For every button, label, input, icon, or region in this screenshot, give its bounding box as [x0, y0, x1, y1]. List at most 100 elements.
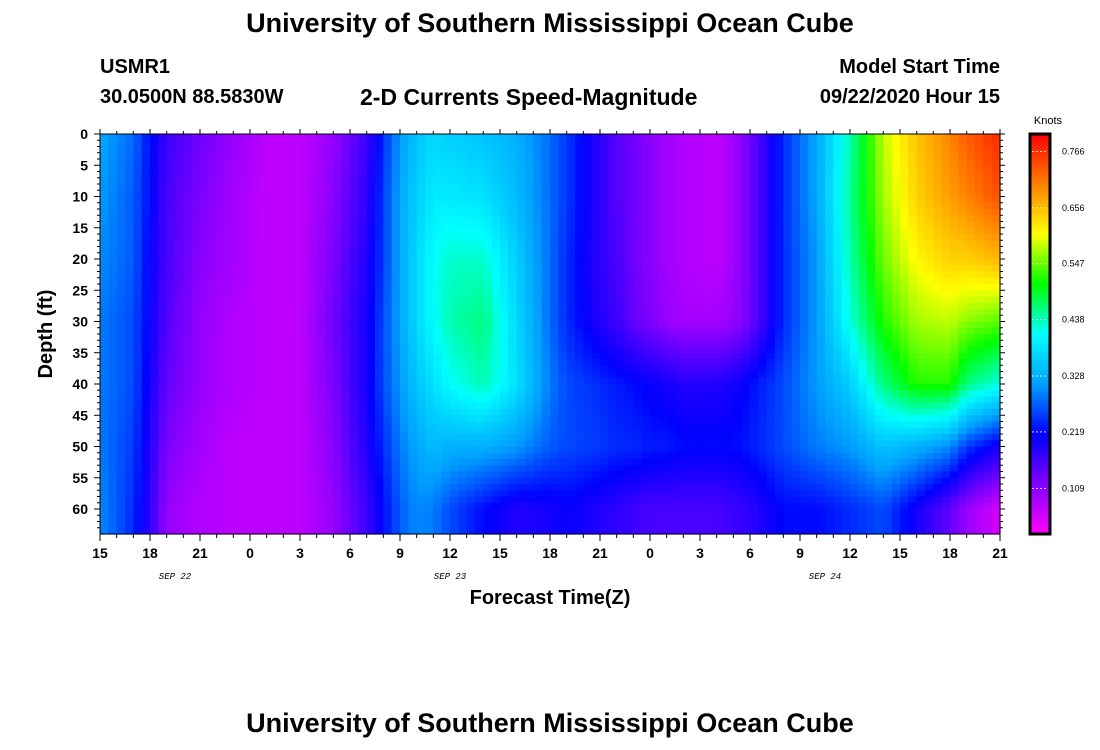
heatmap-cell — [516, 140, 526, 148]
heatmap-cell — [141, 184, 151, 191]
heatmap-cell — [150, 209, 159, 216]
heatmap-cell — [416, 446, 426, 454]
heatmap-cell — [125, 434, 134, 441]
heatmap-cell — [275, 184, 284, 191]
heatmap-cell — [150, 521, 159, 529]
heatmap-cell — [741, 434, 751, 441]
heatmap-cell — [608, 440, 618, 448]
heatmap-cell — [516, 346, 526, 354]
heatmap-cell — [333, 496, 343, 504]
heatmap-cell — [566, 290, 576, 298]
heatmap-cell — [275, 215, 284, 223]
heatmap-cell — [508, 177, 518, 185]
heatmap-cell — [158, 384, 168, 391]
heatmap-cell — [241, 290, 251, 298]
heatmap-cell — [675, 302, 684, 310]
heatmap-cell — [125, 265, 134, 273]
heatmap-cell — [550, 271, 559, 279]
heatmap-cell — [308, 190, 318, 198]
heatmap-cell — [433, 215, 443, 223]
heatmap-cell — [633, 502, 643, 510]
heatmap-cell — [475, 359, 484, 366]
heatmap-cell — [408, 471, 418, 479]
heatmap-cell — [741, 346, 751, 354]
heatmap-cell — [283, 284, 293, 291]
heatmap-cell — [325, 402, 334, 410]
heatmap-cell — [608, 234, 618, 241]
heatmap-cell — [483, 471, 493, 479]
heatmap-cell — [150, 309, 159, 316]
heatmap-cell — [408, 196, 418, 204]
heatmap-cell — [200, 334, 209, 341]
heatmap-cell — [433, 146, 443, 154]
heatmap-cell — [366, 159, 376, 166]
heatmap-cell — [233, 521, 243, 529]
heatmap-cell — [400, 309, 409, 316]
heatmap-cell — [308, 221, 318, 229]
heatmap-cell — [625, 309, 634, 316]
heatmap-cell — [600, 277, 609, 285]
heatmap-cell — [325, 171, 334, 179]
heatmap-cell — [216, 277, 226, 285]
heatmap-cell — [658, 296, 668, 304]
heatmap-cell — [733, 284, 743, 291]
heatmap-cell — [208, 352, 218, 360]
heatmap-cell — [150, 396, 159, 404]
heatmap-cell — [533, 240, 543, 248]
heatmap-cell — [533, 134, 543, 141]
heatmap-cell — [683, 346, 693, 354]
heatmap-cell — [183, 190, 193, 198]
heatmap-cell — [175, 509, 184, 516]
heatmap-cell — [675, 321, 684, 329]
heatmap-cell — [708, 527, 718, 535]
heatmap-cell — [208, 346, 218, 354]
heatmap-cell — [608, 134, 618, 141]
heatmap-cell — [191, 171, 201, 179]
heatmap-cell — [591, 490, 601, 498]
heatmap-cell — [375, 209, 384, 216]
heatmap-cell — [566, 140, 576, 148]
heatmap-cell — [650, 321, 659, 329]
heatmap-cell — [383, 159, 393, 166]
heatmap-cell — [508, 259, 518, 266]
heatmap-cell — [233, 321, 243, 329]
heatmap-cell — [316, 346, 326, 354]
heatmap-cell — [275, 359, 284, 366]
heatmap-cell — [725, 246, 734, 254]
heatmap-cell — [525, 271, 534, 279]
heatmap-cell — [466, 209, 476, 216]
heatmap-cell — [125, 134, 134, 141]
heatmap-cell — [675, 165, 684, 173]
heatmap-cell — [658, 515, 668, 523]
heatmap-cell — [691, 502, 701, 510]
heatmap-cell — [333, 390, 343, 398]
heatmap-cell — [525, 509, 534, 516]
heatmap-cell — [141, 177, 151, 185]
heatmap-cell — [491, 321, 501, 329]
heatmap-cell — [175, 346, 184, 354]
heatmap-cell — [691, 296, 701, 304]
heatmap-cell — [616, 452, 626, 460]
heatmap-cell — [300, 177, 309, 185]
heatmap-cell — [441, 140, 451, 148]
heatmap-cell — [125, 234, 134, 241]
heatmap-cell — [150, 227, 159, 235]
heatmap-cell — [733, 196, 743, 204]
heatmap-cell — [650, 227, 659, 235]
heatmap-cell — [416, 271, 426, 279]
heatmap-cell — [400, 409, 409, 416]
heatmap-cell — [158, 496, 168, 504]
heatmap-cell — [683, 334, 693, 341]
heatmap-cell — [175, 434, 184, 441]
heatmap-cell — [608, 477, 618, 485]
heatmap-cell — [591, 446, 601, 454]
heatmap-cell — [450, 527, 459, 535]
heatmap-cell — [250, 209, 259, 216]
heatmap-cell — [200, 240, 209, 248]
heatmap-cell — [450, 415, 459, 423]
heatmap-cell — [133, 334, 143, 341]
heatmap-cell — [616, 527, 626, 535]
heatmap-cell — [675, 259, 684, 266]
heatmap-cell — [300, 471, 309, 479]
heatmap-cell — [166, 146, 176, 154]
